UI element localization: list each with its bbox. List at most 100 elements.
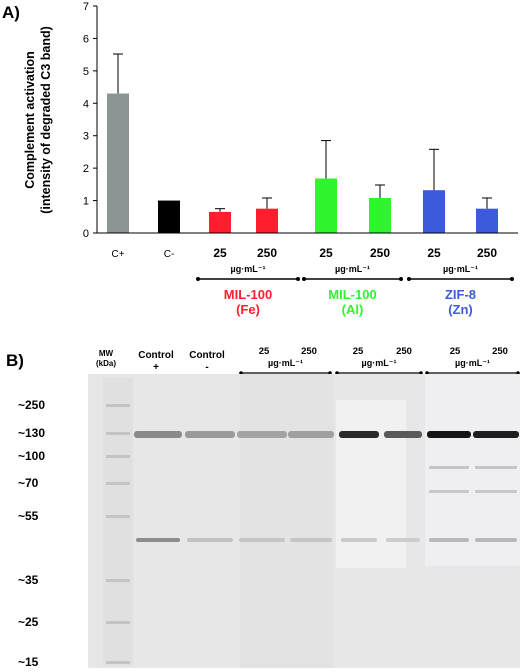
x-tick-label: 250 — [257, 246, 277, 260]
group-bracket-end — [296, 277, 300, 281]
gel-band-main — [237, 431, 287, 438]
x-tick-label: 250 — [477, 246, 497, 260]
y-tick-label: 7 — [83, 1, 89, 13]
y-tick-label: 2 — [83, 163, 89, 175]
mw-marker-label: ~130 — [18, 426, 45, 440]
gel-band-low — [187, 538, 233, 542]
y-tick-label: 1 — [83, 196, 89, 208]
mw-ladder-band — [106, 579, 130, 582]
gel-panel: MW (kDa) Control + Control - 25 250 µg·mL⁻… — [18, 346, 520, 669]
group-name-line1: MIL-100 — [224, 287, 272, 302]
bar — [369, 197, 391, 233]
group-bracket-end — [399, 277, 403, 281]
gel-band-main — [134, 431, 182, 438]
gel-band-low — [475, 538, 517, 542]
group-bracket-end — [302, 277, 306, 281]
mw-header-line2: (kDa) — [96, 359, 116, 368]
gel-band-main — [185, 431, 235, 438]
gel-band-mid — [429, 490, 469, 493]
gel-unit-label: µg·mL⁻¹ — [268, 358, 303, 368]
gel-bracket-end — [239, 371, 243, 375]
group-name-line2: (Al) — [342, 302, 364, 317]
mw-marker-label: ~15 — [18, 655, 39, 669]
mw-ladder-band — [106, 455, 130, 458]
gel-band-main — [288, 431, 334, 438]
gel-region-al — [336, 400, 406, 568]
mw-marker-label: ~35 — [18, 573, 39, 587]
lane-header-control-plus: Control — [138, 350, 174, 361]
bars — [107, 93, 498, 233]
group-annotations: µg·mL⁻¹MIL-100(Fe)µg·mL⁻¹MIL-100(Al)µg·m… — [196, 264, 514, 317]
lane-header-control-minus: Control — [189, 350, 225, 361]
gel-bracket-end — [335, 371, 339, 375]
mw-ladder-band — [106, 432, 130, 435]
mw-marker-label: ~25 — [18, 615, 39, 629]
group-name-line2: (Fe) — [236, 302, 260, 317]
group-name-line1: ZIF-8 — [445, 287, 476, 302]
gel-bracket-end — [419, 371, 423, 375]
mw-ladder-band — [106, 661, 130, 664]
gel-conc-high: 250 — [492, 346, 508, 357]
group-bracket-end — [510, 277, 514, 281]
gel-bracket-end — [328, 371, 332, 375]
x-tick-label: C- — [164, 249, 175, 260]
x-tick-label: 25 — [427, 246, 441, 260]
y-axis-title: Complement activation (intensity of degr… — [23, 26, 53, 214]
group-name-line1: MIL-100 — [328, 287, 376, 302]
group-unit-label: µg·mL⁻¹ — [443, 264, 478, 274]
y-tick-label: 0 — [83, 228, 89, 240]
gel-region-zn — [425, 374, 520, 566]
bar — [256, 208, 278, 233]
y-axis-title-line1: Complement activation — [23, 51, 37, 189]
group-unit-label: µg·mL⁻¹ — [335, 264, 370, 274]
gel-band-mid — [475, 490, 517, 493]
gel-conc-low: 25 — [259, 346, 270, 357]
mw-ladder-lane — [103, 378, 133, 666]
gel-band-mid — [429, 466, 469, 469]
y-tick-label: 4 — [83, 98, 89, 110]
group-bracket-end — [407, 277, 411, 281]
gel-region-fe — [240, 374, 334, 668]
gel-band-low — [136, 538, 180, 542]
mw-marker-label: ~250 — [18, 398, 45, 412]
x-tick-label: C+ — [111, 249, 124, 260]
mw-marker-label: ~55 — [18, 509, 39, 523]
lane-header-control-minus-sign: - — [205, 362, 208, 373]
panel-a-label: A) — [2, 3, 20, 22]
gel-bands — [134, 431, 519, 542]
y-axis-ticks: 0 1 2 3 4 5 6 7 — [83, 1, 97, 240]
bar — [476, 208, 498, 233]
lane-header-control-plus-sign: + — [153, 362, 159, 373]
bar — [315, 178, 337, 233]
mw-marker-label: ~100 — [18, 449, 45, 463]
gel-band-low — [239, 538, 285, 542]
gel-band-low — [429, 538, 469, 542]
y-tick-label: 5 — [83, 66, 89, 78]
bar — [423, 190, 445, 233]
gel-conc-low: 25 — [450, 346, 461, 357]
group-name-line2: (Zn) — [448, 302, 473, 317]
mw-ladder-band — [106, 515, 130, 518]
bar-chart: Complement activation (intensity of degr… — [23, 1, 518, 317]
y-tick-label: 3 — [83, 131, 89, 143]
gel-band-low — [290, 538, 332, 542]
mw-marker-label: ~70 — [18, 476, 39, 490]
x-tick-label: 25 — [213, 246, 227, 260]
gel-conc-high: 250 — [396, 346, 412, 357]
gel-band-main — [473, 431, 519, 438]
gel-band-main — [339, 431, 379, 438]
y-axis-title-line2: (intensity of degraded C3 band) — [39, 26, 53, 214]
mw-ladder-band — [106, 482, 130, 485]
gel-bracket-end — [516, 371, 520, 375]
gel-band-low — [386, 538, 420, 542]
bar — [107, 93, 129, 233]
gel-band-main — [427, 431, 471, 438]
gel-conc-low: 25 — [353, 346, 364, 357]
mw-ladder-band — [106, 621, 130, 624]
mw-header-line1: MW — [99, 349, 114, 358]
y-tick-label: 6 — [83, 33, 89, 45]
x-tick-label: 250 — [370, 246, 390, 260]
error-bars — [113, 53, 492, 212]
x-tick-label: 25 — [319, 246, 333, 260]
